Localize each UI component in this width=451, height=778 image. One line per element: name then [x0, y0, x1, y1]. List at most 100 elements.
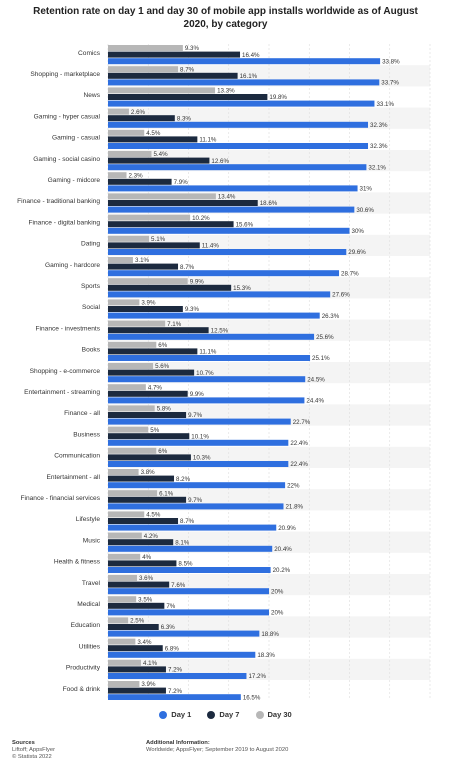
data-label-day-30-education: 2.5%: [130, 618, 145, 625]
data-label-day-1-entertainment-streaming: 24.4%: [306, 398, 324, 405]
category-label-books: Books: [82, 347, 101, 354]
additional-info-heading: Additional Information:: [146, 740, 210, 746]
bar-day-7-productivity: [108, 666, 166, 673]
data-label-day-7-food-and-drink: 7.2%: [168, 688, 183, 695]
category-label-lifestyle: Lifestyle: [76, 516, 101, 523]
legend-item-day7[interactable]: Day 7: [207, 710, 239, 719]
bar-day-30-shopping-e-commerce: [108, 363, 154, 369]
data-label-day-30-entertainment-streaming: 4.7%: [148, 384, 163, 391]
data-label-day-7-shopping-marketplace: 16.1%: [240, 73, 258, 80]
bar-day-30-finance-investments: [108, 320, 166, 327]
data-label-day-7-health-and-fitness: 8.5%: [178, 561, 193, 568]
data-label-day-30-finance-financial-services: 6.1%: [159, 490, 174, 497]
legend-marker-day1: [159, 710, 168, 719]
data-label-day-30-shopping-e-commerce: 5.6%: [155, 363, 170, 370]
data-label-day-30-social: 3.9%: [141, 300, 156, 307]
bar-day-30-medical: [108, 596, 137, 603]
bar-day-7-medical: [108, 602, 165, 609]
bar-day-1-gaming-hyper-casual: [108, 121, 369, 128]
data-label-day-1-finance-financial-services: 21.8%: [285, 504, 303, 511]
data-label-day-7-finance-digital-banking: 15.6%: [236, 221, 254, 228]
bar-day-7-music: [108, 539, 174, 546]
bar-day-30-entertainment-streaming: [108, 384, 146, 391]
category-label-news: News: [84, 92, 101, 99]
bar-day-30-music: [108, 532, 142, 539]
category-label-entertainment-streaming: Entertainment - streaming: [24, 389, 100, 396]
category-label-communication: Communication: [54, 453, 100, 460]
bar-day-1-food-and-drink: [108, 694, 241, 700]
bar-day-1-gaming-casual: [108, 143, 369, 149]
data-label-day-7-gaming-hyper-casual: 8.3%: [177, 115, 192, 122]
data-label-day-1-business: 22.4%: [290, 440, 308, 447]
data-label-day-1-finance-traditional-banking: 30.6%: [356, 207, 374, 214]
chart-title: Retention rate on day 1 and day 30 of mo…: [33, 6, 418, 30]
data-label-day-1-comics: 33.8%: [382, 58, 400, 65]
category-label-utilities: Utilities: [79, 643, 101, 650]
data-label-day-1-sports: 27.6%: [332, 292, 350, 299]
bar-day-7-social: [108, 306, 183, 312]
data-label-day-30-finance-investments: 7.1%: [167, 321, 182, 328]
bar-day-7-communication: [108, 454, 191, 461]
bar-day-30-books: [108, 341, 157, 348]
data-label-day-1-gaming-midcore: 31%: [360, 186, 373, 193]
bar-day-30-communication: [108, 447, 157, 454]
bar-day-30-finance-traditional-banking: [108, 193, 216, 200]
data-label-day-1-gaming-hardcore: 28.7%: [341, 270, 359, 277]
category-label-music: Music: [83, 537, 101, 544]
bar-day-1-entertainment-streaming: [108, 397, 305, 404]
data-label-day-7-lifestyle: 8.7%: [180, 518, 195, 525]
bar-day-1-health-and-fitness: [108, 567, 271, 573]
legend-marker-day7: [207, 710, 216, 719]
category-label-dating: Dating: [81, 241, 100, 248]
legend-item-day1[interactable]: Day 1: [159, 710, 191, 719]
data-label-day-7-news: 19.8%: [269, 94, 287, 101]
data-label-day-1-social: 26.3%: [322, 313, 340, 320]
data-label-day-7-productivity: 7.2%: [168, 667, 183, 674]
data-label-day-7-entertainment-all: 8.2%: [176, 476, 191, 483]
bar-day-1-communication: [108, 461, 289, 467]
data-label-day-30-gaming-hyper-casual: 2.6%: [131, 109, 146, 116]
bar-day-7-business: [108, 433, 190, 440]
data-label-day-30-gaming-casual: 4.5%: [146, 130, 161, 137]
bar-day-30-sports: [108, 278, 188, 285]
data-label-day-1-entertainment-all: 22%: [287, 482, 300, 489]
bar-day-30-business: [108, 426, 149, 433]
bar-day-1-productivity: [108, 673, 247, 679]
bar-day-30-gaming-hyper-casual: [108, 108, 129, 115]
data-label-day-7-finance-investments: 12.5%: [211, 327, 229, 334]
bar-day-7-lifestyle: [108, 518, 179, 524]
data-label-day-7-gaming-midcore: 7.9%: [174, 179, 189, 186]
data-label-day-30-gaming-social-casino: 5.4%: [153, 151, 168, 158]
category-label-business: Business: [73, 431, 100, 438]
legend: Day 1 Day 7 Day 30: [0, 710, 451, 721]
bar-day-7-finance-investments: [108, 327, 209, 334]
category-label-finance-investments: Finance - investments: [36, 325, 101, 332]
category-label-finance-financial-services: Finance - financial services: [20, 495, 100, 502]
legend-label-day30: Day 30: [267, 710, 292, 719]
data-label-day-7-music: 8.1%: [175, 539, 190, 546]
bar-day-30-gaming-casual: [108, 129, 145, 136]
bar-day-1-gaming-social-casino: [108, 164, 367, 171]
category-label-gaming-casual: Gaming - casual: [52, 135, 101, 142]
data-label-day-7-comics: 16.4%: [242, 52, 260, 59]
category-label-sports: Sports: [81, 283, 101, 290]
data-label-day-7-utilities: 6.8%: [165, 645, 180, 652]
data-label-day-30-health-and-fitness: 4%: [142, 554, 151, 561]
category-label-finance-traditional-banking: Finance - traditional banking: [17, 198, 100, 205]
data-label-day-7-communication: 10.3%: [193, 455, 211, 462]
category-label-health-and-fitness: Health & fitness: [54, 559, 101, 566]
bar-day-1-finance-financial-services: [108, 503, 284, 510]
bar-day-1-news: [108, 100, 375, 107]
data-label-day-1-productivity: 17.2%: [248, 673, 266, 680]
bar-day-30-finance-digital-banking: [108, 214, 191, 221]
bar-day-1-social: [108, 312, 320, 319]
data-label-day-30-food-and-drink: 3.9%: [141, 681, 156, 688]
bar-day-7-entertainment-streaming: [108, 390, 188, 397]
bar-day-7-sports: [108, 284, 232, 291]
legend-label-day1: Day 1: [171, 710, 192, 719]
category-label-shopping-e-commerce: Shopping - e-commerce: [30, 368, 101, 375]
additional-info-block: Additional Information: Worldwide; AppsF…: [146, 740, 288, 754]
data-label-day-7-gaming-casual: 11.1%: [199, 137, 217, 144]
legend-item-day30[interactable]: Day 30: [255, 710, 292, 719]
legend-label-day7: Day 7: [219, 710, 240, 719]
